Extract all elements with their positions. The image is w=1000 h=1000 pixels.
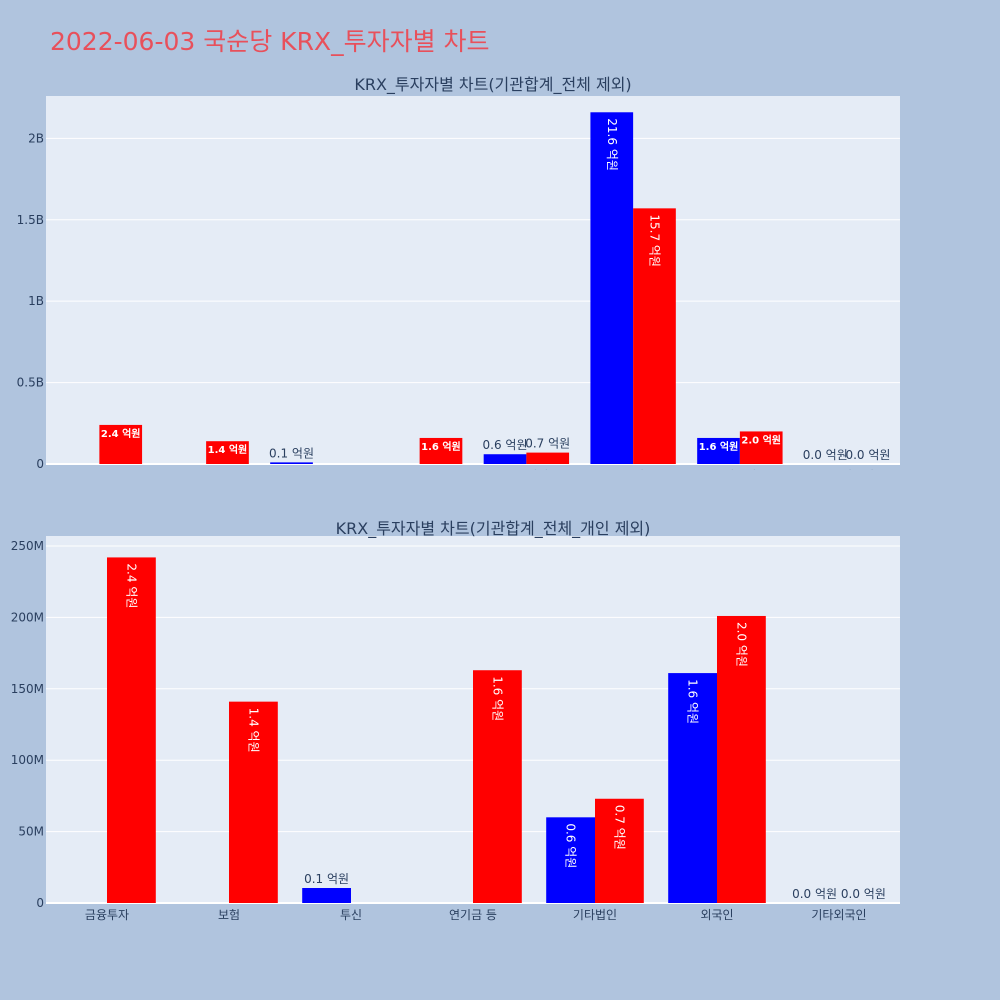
bar [419, 437, 463, 464]
y-tick-label: 0 [36, 457, 44, 470]
data-label: 21.6 억원 [605, 118, 619, 171]
bar [739, 431, 783, 464]
bar [668, 673, 717, 903]
y-tick-label: 50M [18, 825, 44, 839]
data-label: 1.4 억원 [208, 443, 248, 456]
x-tick-label: 연기금 등 [396, 469, 444, 470]
x-tick-label: 금융투자 [77, 469, 121, 470]
bar [717, 615, 766, 903]
y-tick-label: 1B [28, 294, 44, 308]
data-label: 1.4 억원 [246, 708, 260, 753]
bar [473, 670, 522, 903]
data-label: 1.6 억원 [699, 440, 739, 453]
data-label: 1.6 억원 [421, 440, 461, 453]
page-title: 2022-06-03 국순당 KRX_투자자별 차트 [50, 27, 490, 56]
data-label: 1.6 억원 [686, 679, 700, 724]
bar [107, 557, 156, 903]
data-label: 0.6 억원 [483, 438, 528, 452]
x-tick-label: 보험 [195, 469, 217, 470]
y-tick-label: 0 [36, 896, 44, 910]
data-label: 0.0 억원 [792, 887, 837, 901]
x-tick-label: 기타법인 [573, 908, 617, 922]
bar [99, 424, 143, 464]
data-label: 0.1 억원 [304, 872, 349, 886]
data-label: 15.7 억원 [647, 214, 661, 267]
data-label: 0.1 억원 [269, 446, 314, 460]
chart-svg: 0 50M 100M 150M 200M 250M KRX_투자자별 차트(기관합계_전체_… [11, 519, 900, 922]
y-tick-label: 1.5B [17, 213, 44, 227]
bar [206, 441, 249, 464]
data-label: 1.6 억원 [490, 676, 504, 721]
y-tick-label: 150M [11, 682, 44, 696]
data-label: 2.0 억원 [741, 433, 781, 446]
x-tick-label: 연기금 등 [449, 908, 497, 922]
bar [633, 208, 676, 464]
bar [526, 452, 570, 464]
y-tick-label: 2B [28, 131, 44, 145]
data-label: 0.0 억원 [845, 448, 890, 462]
data-label: 2.4 억원 [101, 427, 141, 440]
y-tick-label: 200M [11, 610, 44, 624]
chart-title: KRX_투자자별 차트(기관합계_전체 제외) [354, 75, 631, 95]
plot-area [46, 96, 900, 464]
x-tick-label: 기타외국인 [819, 469, 874, 470]
data-label: 0.6 억원 [564, 823, 578, 868]
chart-excluding-institution-and-individual: 0 50M 100M 150M 200M 250M KRX_투자자별 차트(기관합계_전체_… [0, 512, 1000, 922]
bar [697, 437, 740, 464]
x-tick-label: 보험 [218, 908, 240, 922]
bar [483, 454, 527, 464]
y-tick-label: 100M [11, 753, 44, 767]
data-label: 2.4 억원 [124, 563, 138, 608]
data-label: 0.0 억원 [841, 887, 886, 901]
x-tick-label: 투신 [340, 908, 362, 922]
bar [546, 817, 595, 903]
bar [302, 888, 351, 903]
data-label: 2.0 억원 [734, 622, 748, 667]
data-label: 0.7 억원 [525, 437, 570, 451]
y-tick-label: 250M [11, 539, 44, 553]
chart-svg: 0 0.5B 1B 1.5B 2B KRX_투자자별 차트(기관합계_전체 제외) 금융투자… [17, 75, 900, 470]
bar [270, 462, 313, 464]
x-tick-label: 기타법인 [504, 469, 548, 470]
chart-title: KRX_투자자별 차트(기관합계_전체_개인 제외) [336, 519, 651, 539]
x-tick-label: 외국인 [700, 908, 733, 922]
chart-excluding-institution-total: 0 0.5B 1B 1.5B 2B KRX_투자자별 차트(기관합계_전체 제외) 금융투자… [0, 70, 1000, 470]
bar [595, 798, 644, 903]
bar [590, 112, 634, 464]
data-label: 0.0 억원 [803, 448, 848, 462]
y-tick-label: 0.5B [17, 376, 44, 390]
x-tick-label: 외국인 [723, 469, 756, 470]
x-tick-label: 개인 [622, 469, 644, 470]
x-tick-label: 기타외국인 [811, 908, 866, 922]
x-tick-label: 투신 [302, 469, 324, 470]
bar [229, 701, 278, 903]
data-label: 0.7 억원 [612, 805, 626, 850]
x-tick-label: 금융투자 [85, 908, 129, 922]
